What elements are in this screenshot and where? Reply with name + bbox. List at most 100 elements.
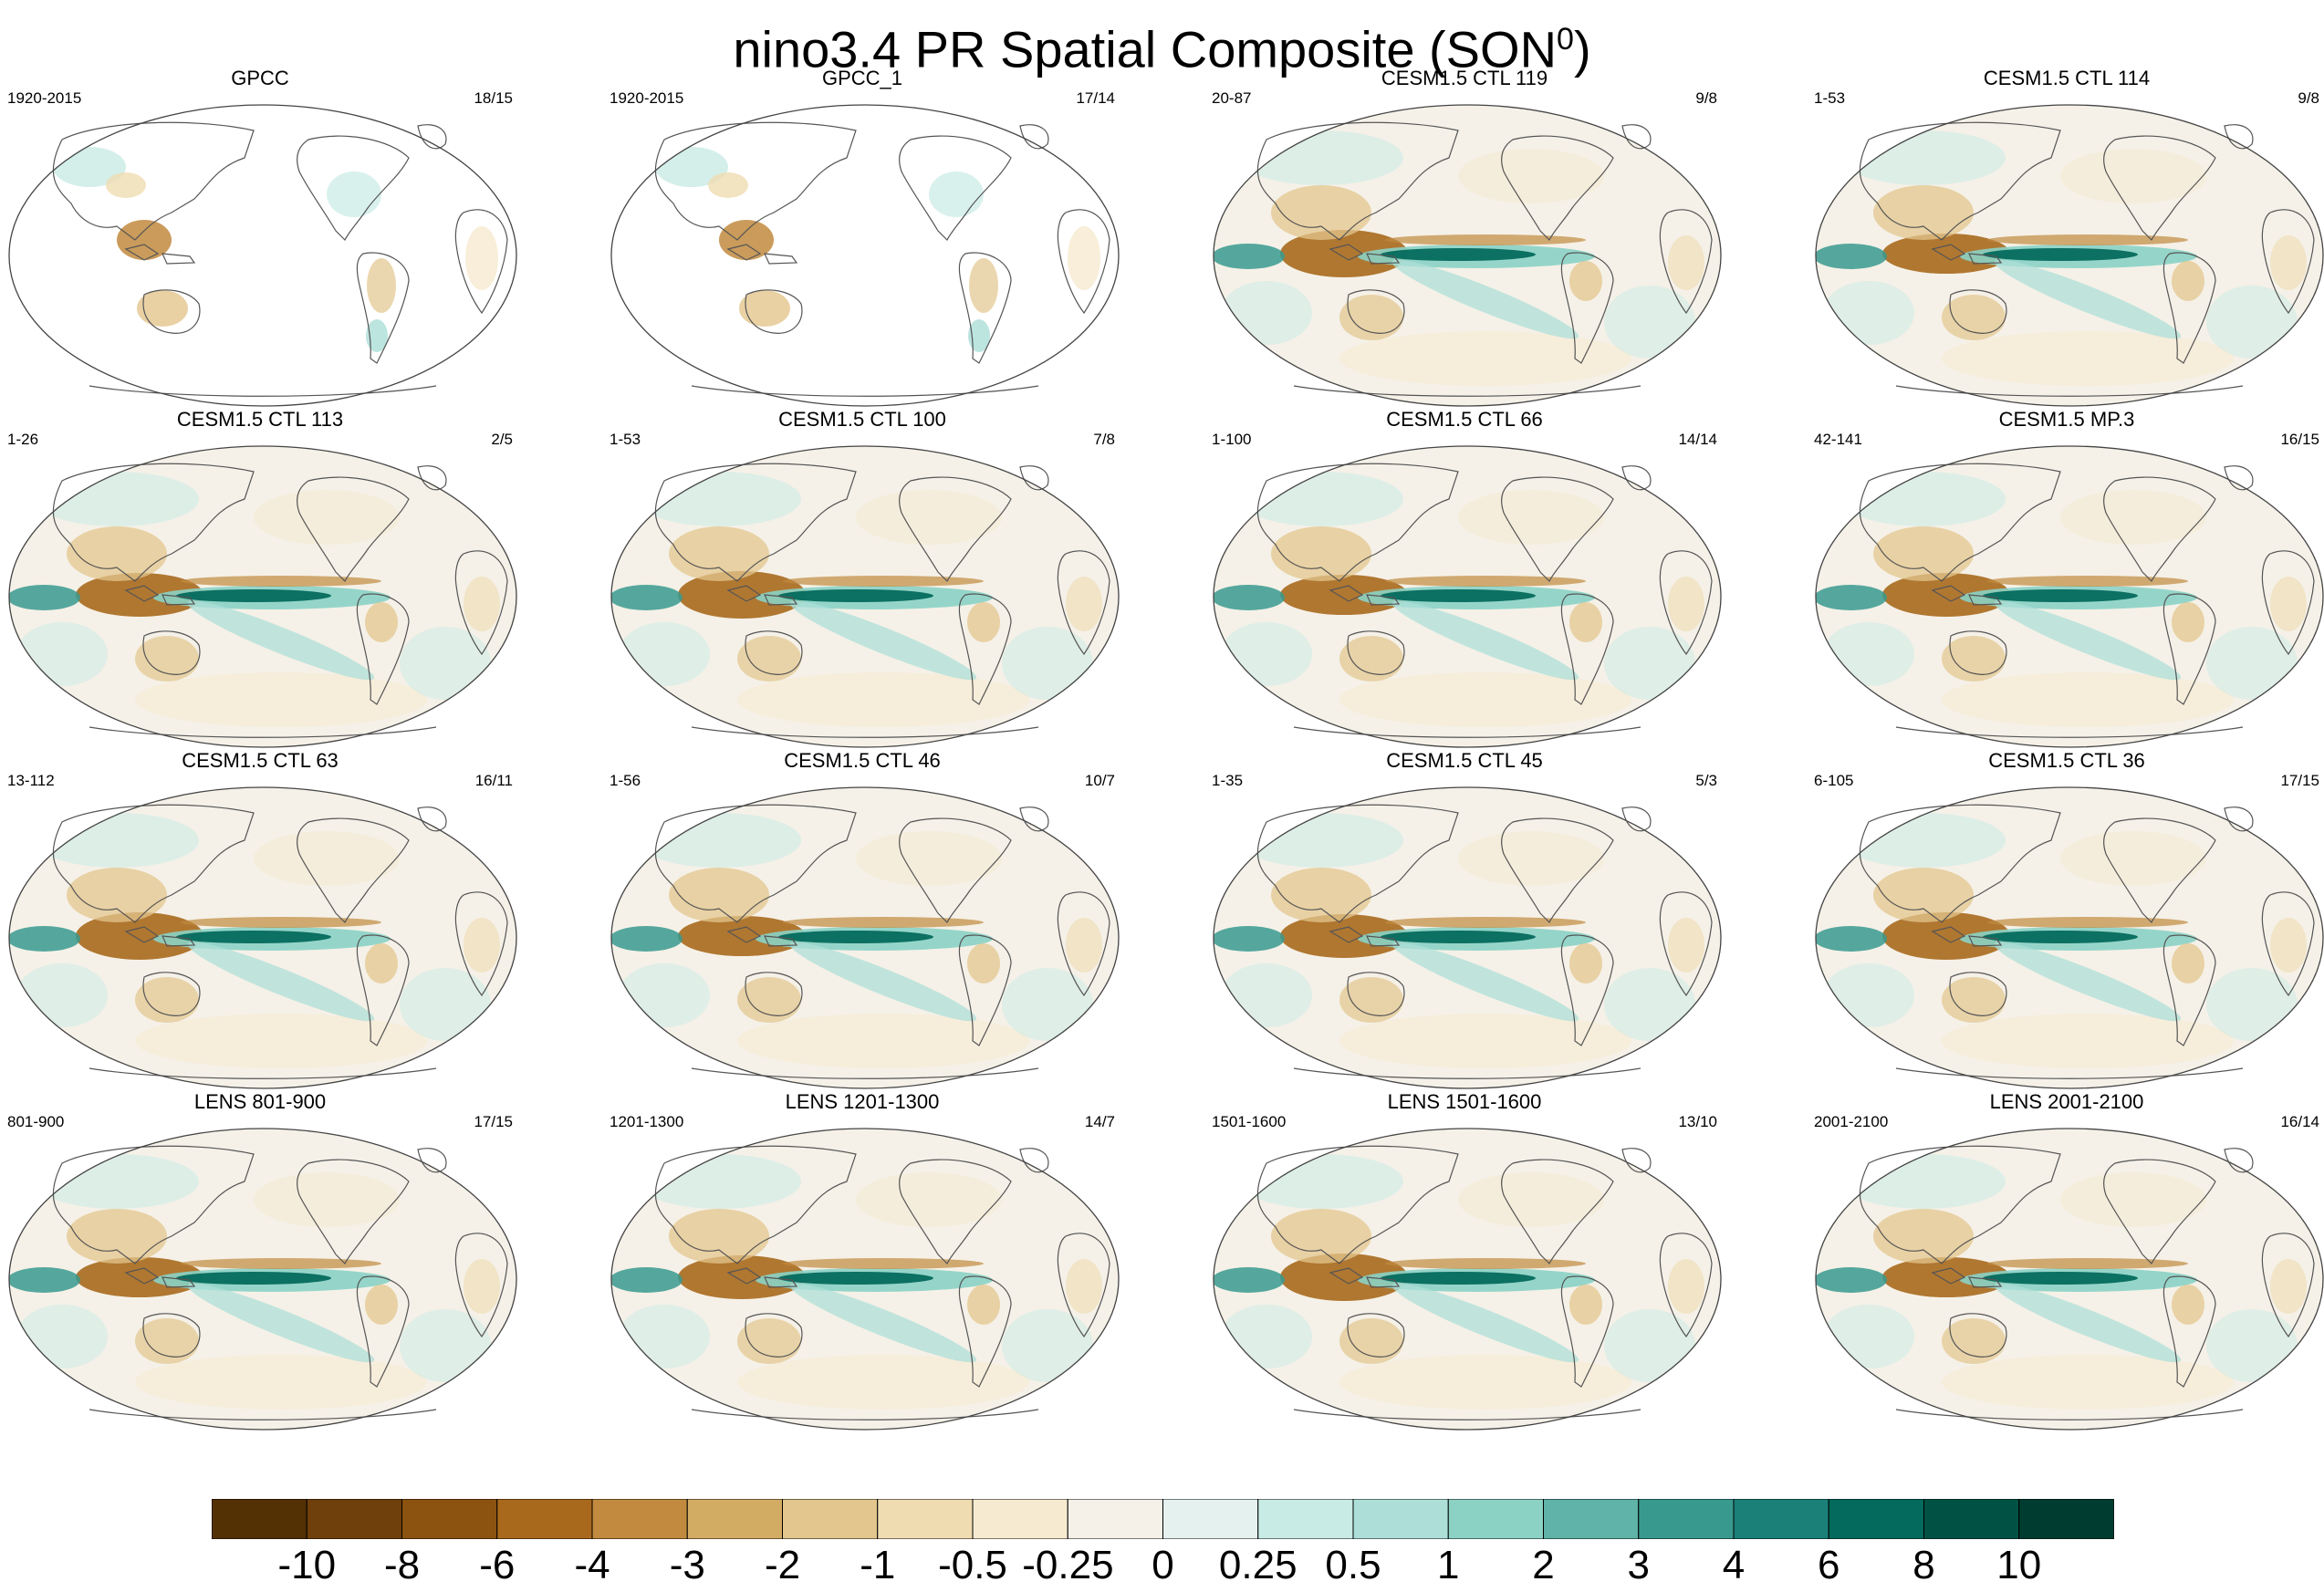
north-america-outline (2103, 135, 2216, 242)
panel-title: GPCC_1 (821, 67, 903, 89)
eurasia-wet-texture (1841, 1154, 2006, 1209)
antarctica-outline (691, 385, 1039, 397)
map-panel: CESM1.5 CTL 45 1-35 5/3 (1204, 747, 1725, 1089)
panel-period: 2001-2100 (1814, 1113, 1889, 1130)
itcz-dry-anomaly (181, 917, 381, 928)
southern-ocean-dry-texture (737, 672, 1029, 727)
colorbar-swatch (782, 1499, 879, 1539)
maritime-continent-outline (124, 1267, 196, 1288)
greenland-outline (1621, 124, 1652, 150)
panel-period: 1920-2015 (610, 89, 684, 107)
eurasia-wet-texture (637, 813, 801, 868)
map-border (610, 786, 1120, 1089)
map-border (1815, 786, 2324, 1089)
npac-dry-texture (856, 490, 1002, 545)
world-map (610, 1128, 1120, 1431)
southern-ocean-dry-texture (1942, 672, 2234, 727)
map-border (1815, 445, 2324, 748)
itcz-dry-anomaly (1385, 1258, 1586, 1269)
map-panel: LENS 2001-2100 2001-2100 16/14 (1807, 1088, 2324, 1431)
eurasia-wet-texture (1239, 130, 1403, 185)
maritime-dry-anomaly (678, 1255, 806, 1299)
panel-event-count: 17/15 (2280, 772, 2319, 789)
colorbar-swatch (686, 1499, 783, 1539)
maritime-continent-outline (1329, 1267, 1401, 1288)
panel-title: CESM1.5 CTL 119 (1381, 67, 1548, 89)
greenland-outline (417, 465, 447, 491)
greenland-outline (2224, 124, 2254, 150)
southern-ocean-dry-texture (135, 1355, 427, 1410)
panel-title: CESM1.5 CTL 45 (1386, 749, 1543, 772)
equatorial-pacific-wet-core (176, 931, 331, 943)
panel-event-count: 7/8 (1093, 431, 1115, 448)
world-map (8, 786, 517, 1089)
itcz-dry-anomaly (1987, 576, 2188, 587)
equatorial-pacific-wet-core (1983, 248, 2138, 261)
australia-dry-anomaly (1339, 977, 1403, 1023)
itcz-dry-anomaly (783, 917, 984, 928)
amazon-dry-patch (367, 258, 396, 313)
eurasia-wet-texture (35, 1154, 199, 1209)
panel-event-count: 18/15 (474, 89, 513, 107)
maritime-continent-outline (726, 926, 798, 947)
maritime-continent-outline (1931, 244, 2003, 265)
equatorial-pacific-wet-core (176, 589, 331, 602)
south-america-outline (1560, 934, 1614, 1046)
colorbar-swatch (972, 1499, 1068, 1539)
indian-ocean-wet-texture (1823, 1305, 1914, 1368)
africa-outline (2261, 1233, 2315, 1338)
africa-outline (454, 550, 508, 656)
amazon-dry-anomaly (967, 602, 1000, 642)
amazon-dry-anomaly (2172, 602, 2204, 642)
eurasia-wet-texture (35, 813, 199, 868)
africa-outline (454, 891, 508, 997)
world-map (8, 104, 517, 407)
amazon-dry-anomaly (1569, 1285, 1602, 1325)
west-pacific-dry-anomaly (67, 526, 167, 581)
npac-dry-texture (254, 490, 400, 545)
south-america-outline (2162, 252, 2216, 364)
africa-dry-anomaly (1668, 1259, 1704, 1314)
west-pacific-dry-anomaly (669, 868, 769, 922)
southern-ocean-dry-texture (1339, 1355, 1631, 1410)
colorbar-tick-label: 0.5 (1325, 1543, 1381, 1587)
panel-event-count: 9/8 (2298, 89, 2319, 107)
australia-outline (142, 630, 201, 675)
colorbar (212, 1499, 2114, 1539)
antarctica-outline (1895, 1067, 2244, 1079)
panel-period: 801-900 (7, 1113, 65, 1130)
spcz-wet-anomaly (1391, 942, 1579, 1022)
panel-event-count: 14/14 (1678, 431, 1717, 448)
north-america-outline (297, 476, 410, 583)
antarctica-outline (89, 726, 437, 738)
map-border (610, 104, 1120, 407)
north-america-outline (899, 135, 1012, 242)
colorbar-tick-label: 4 (1722, 1543, 1746, 1587)
maritime-continent-outline (726, 244, 798, 265)
itcz-dry-anomaly (1385, 234, 1586, 245)
world-map (610, 786, 1120, 1089)
australia-outline (142, 972, 201, 1016)
maritime-continent-outline (1329, 926, 1401, 947)
west-indian-wet-anomaly (611, 585, 683, 610)
west-indian-wet-anomaly (611, 926, 683, 952)
spcz-wet-anomaly (187, 600, 375, 681)
north-america-outline (297, 135, 410, 242)
world-map (610, 445, 1120, 748)
map-border (1815, 104, 2324, 407)
maritime-continent-outline (1329, 585, 1401, 606)
australia-dry-anomaly (1942, 295, 2006, 340)
panel-period: 1-56 (610, 772, 641, 789)
southern-ocean-dry-texture (1339, 672, 1631, 727)
africa-dry-anomaly (1066, 577, 1102, 631)
npac-dry-texture (2060, 831, 2206, 886)
asia-outline (52, 121, 255, 241)
itcz-dry-anomaly (181, 1258, 381, 1269)
maritime-dry-anomaly (678, 571, 806, 619)
colorbar-tick-label: -6 (479, 1543, 516, 1587)
south-america-outline (2162, 593, 2216, 705)
map-panel: CESM1.5 CTL 46 1-56 10/7 (602, 747, 1122, 1089)
africa-outline (1057, 550, 1110, 656)
australia-dry-anomaly (737, 1318, 801, 1364)
equatorial-pacific-wet-core (1381, 589, 1536, 602)
